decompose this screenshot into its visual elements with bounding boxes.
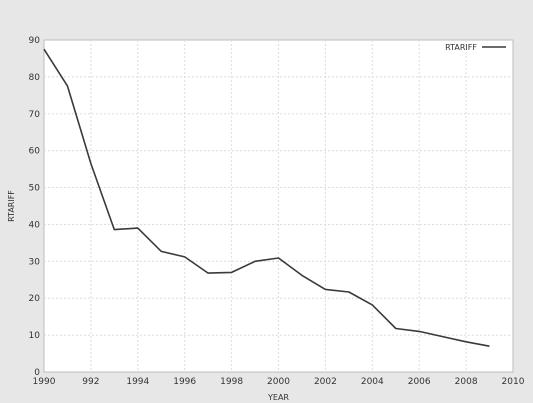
- x-tick-label: 1996: [173, 377, 196, 387]
- x-tick-label: 2000: [267, 377, 290, 387]
- y-tick-label: 20: [29, 294, 41, 304]
- x-tick-labels: 1990 992 1994 1996 1998 2000 2002 2004 2006 2008 2…: [33, 377, 525, 387]
- y-tick-labels: 0 10 20 30 40 50 60 70 80 90: [29, 36, 41, 378]
- y-tick-label: 40: [29, 220, 41, 230]
- series-line-rtariff: [43, 48, 490, 347]
- y-tick-label: 80: [29, 73, 41, 83]
- x-tick-label: 2008: [455, 377, 478, 387]
- x-tick-label: 2004: [361, 377, 384, 387]
- grid: [44, 40, 513, 372]
- x-tick-label: 2006: [408, 377, 431, 387]
- y-tick-label: 70: [29, 110, 41, 120]
- y-tick-label: 60: [29, 147, 41, 157]
- y-tick-label: 30: [29, 257, 41, 267]
- legend: RTARIFF: [445, 43, 506, 52]
- x-tick-label: 992: [82, 377, 99, 387]
- x-tick-label: 1994: [126, 377, 149, 387]
- x-tick-label: 1990: [33, 377, 56, 387]
- series-group: [43, 48, 490, 347]
- y-axis-label: RTARIFF: [7, 190, 16, 222]
- y-tick-label: 90: [29, 36, 41, 46]
- x-tick-label: 1998: [220, 377, 243, 387]
- x-tick-label: 2010: [502, 377, 525, 387]
- y-tick-label: 10: [29, 331, 41, 341]
- x-axis-label: YEAR: [267, 393, 289, 402]
- x-tick-label: 2002: [314, 377, 337, 387]
- legend-label: RTARIFF: [445, 43, 477, 52]
- y-tick-label: 0: [34, 368, 40, 378]
- y-tick-label: 50: [29, 184, 41, 194]
